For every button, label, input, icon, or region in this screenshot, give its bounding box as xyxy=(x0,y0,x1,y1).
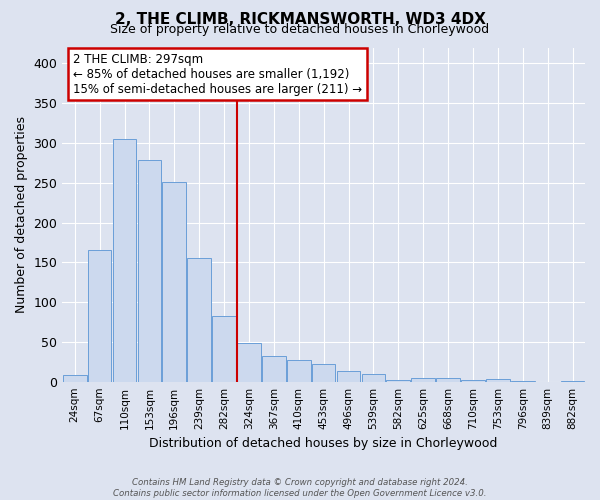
Bar xyxy=(113,139,136,382)
Bar xyxy=(163,182,186,382)
Text: 2, THE CLIMB, RICKMANSWORTH, WD3 4DX: 2, THE CLIMB, RICKMANSWORTH, WD3 4DX xyxy=(115,12,485,28)
Bar xyxy=(237,342,261,382)
Bar xyxy=(461,380,485,382)
Bar xyxy=(287,360,311,382)
Y-axis label: Number of detached properties: Number of detached properties xyxy=(15,116,28,313)
Bar xyxy=(312,364,335,382)
Bar xyxy=(337,372,361,382)
Bar xyxy=(212,316,236,382)
Bar xyxy=(63,374,86,382)
Bar xyxy=(137,160,161,382)
Bar xyxy=(511,381,535,382)
Bar xyxy=(436,378,460,382)
Bar xyxy=(386,380,410,382)
Bar xyxy=(412,378,435,382)
Text: Size of property relative to detached houses in Chorleywood: Size of property relative to detached ho… xyxy=(110,22,490,36)
Bar xyxy=(88,250,112,382)
Bar xyxy=(486,380,510,382)
Bar xyxy=(561,381,584,382)
Text: 2 THE CLIMB: 297sqm
← 85% of detached houses are smaller (1,192)
15% of semi-det: 2 THE CLIMB: 297sqm ← 85% of detached ho… xyxy=(73,52,362,96)
Bar xyxy=(262,356,286,382)
Bar xyxy=(187,258,211,382)
Bar xyxy=(362,374,385,382)
Text: Contains HM Land Registry data © Crown copyright and database right 2024.
Contai: Contains HM Land Registry data © Crown c… xyxy=(113,478,487,498)
X-axis label: Distribution of detached houses by size in Chorleywood: Distribution of detached houses by size … xyxy=(149,437,498,450)
